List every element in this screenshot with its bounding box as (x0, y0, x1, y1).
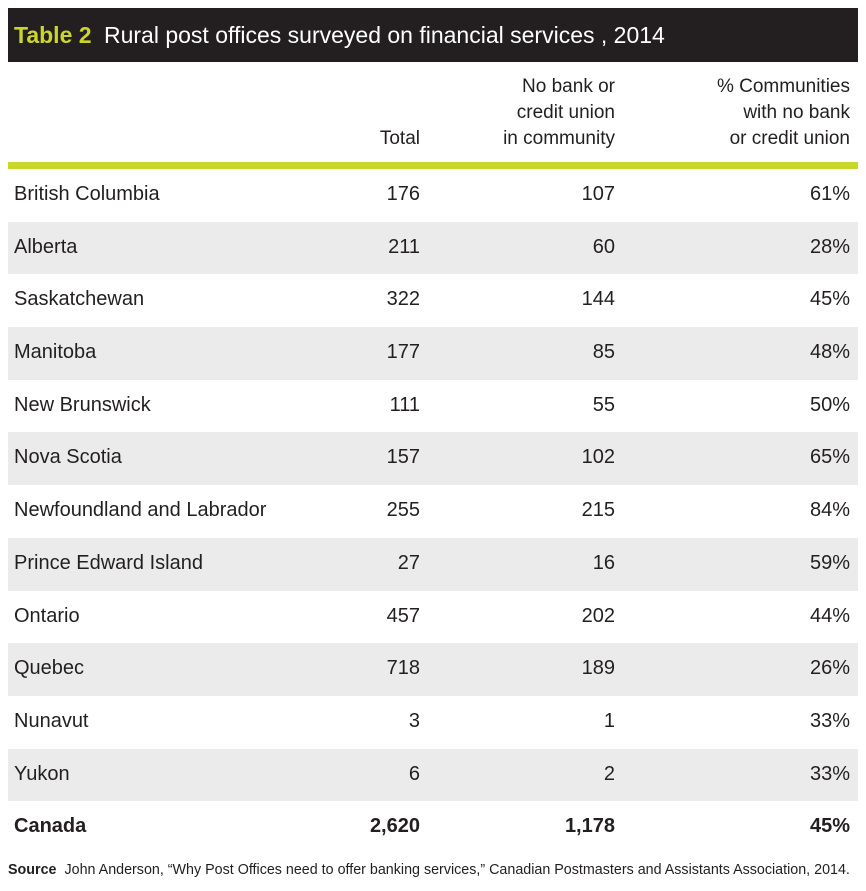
row-label: Quebec (14, 657, 85, 680)
table-row: Nunavut 3 1 33% (8, 696, 858, 749)
header-rule (8, 162, 858, 169)
table-row: Prince Edward Island 27 16 59% (8, 537, 858, 591)
table-row: Alberta 211 60 28% (8, 221, 858, 275)
cell-value: 102 (581, 446, 615, 469)
row-label: Ontario (14, 604, 80, 627)
table-row: Nova Scotia 157 102 65% (8, 432, 858, 486)
table-row: Yukon 6 2 33% (8, 748, 858, 802)
cell-value: 44% (809, 604, 850, 627)
header-line: Total (379, 128, 420, 149)
row-label: British Columbia (14, 183, 160, 205)
cell-value: 6 (408, 762, 420, 785)
cell-value: 59% (809, 551, 850, 574)
cell-value: 48% (809, 341, 850, 364)
cell-value: 33% (809, 709, 850, 732)
table-row: Ontario 457 202 44% (8, 591, 858, 644)
cell-value: 211 (388, 235, 420, 258)
cell-value: 189 (581, 657, 615, 680)
cell-value: 55 (592, 393, 615, 416)
cell-value: 45% (809, 288, 850, 311)
cell-value: 61% (809, 183, 850, 205)
row-label: Prince Edward Island (14, 551, 203, 574)
table-row: Saskatchewan 322 144 45% (8, 274, 858, 327)
header-line: or credit union (729, 128, 850, 149)
cell-value: 84% (809, 499, 850, 522)
table-row: Quebec 718 189 26% (8, 643, 858, 696)
cell-value: 144 (581, 288, 615, 311)
table-title: Rural post offices surveyed on financial… (104, 22, 665, 48)
cell-value: 27 (397, 551, 420, 574)
header-line: with no bank (743, 102, 850, 123)
cell-value: 457 (386, 604, 420, 627)
table-row: Newfoundland and Labrador 255 215 84% (8, 485, 858, 538)
source-note: Source John Anderson, “Why Post Offices n… (8, 862, 850, 878)
cell-value: 1 (603, 709, 615, 732)
table-header: Total No bank or credit union in community%… (8, 62, 858, 162)
cell-value: 16 (592, 551, 615, 574)
cell-value: 45% (809, 815, 850, 838)
header-line: % Communities (716, 76, 850, 97)
table-label: Table 2 (14, 22, 92, 48)
cell-value: 177 (386, 341, 420, 364)
cell-value: 176 (386, 183, 420, 205)
header-line: No bank or (522, 76, 615, 97)
header-line: in community (503, 128, 615, 149)
cell-value: 3 (408, 709, 420, 732)
column-header: % Communities with no bank or credit union (717, 74, 850, 152)
row-label: Newfoundland and Labrador (14, 499, 267, 522)
cell-value: 157 (386, 446, 420, 469)
title-bar: Table 2 Rural post offices surveyed on f… (8, 8, 858, 62)
source-label: Source (8, 862, 57, 878)
row-label: Canada (14, 815, 87, 838)
cell-value: 50% (809, 393, 850, 416)
row-label: Alberta (14, 235, 78, 258)
row-label: Nova Scotia (14, 446, 122, 469)
cell-value: 107 (581, 183, 615, 205)
cell-value: 1,178 (564, 815, 615, 838)
table-row: Canada 2,620 1,178 45% (8, 801, 858, 854)
header-line: credit union (516, 102, 615, 123)
cell-value: 60 (592, 235, 615, 258)
row-label: Yukon (14, 762, 70, 785)
cell-value: 111 (389, 393, 420, 416)
cell-value: 26% (809, 657, 850, 680)
source-text: John Anderson, “Why Post Offices need to… (64, 862, 850, 878)
table-row: New Brunswick 111 55 50% (8, 380, 858, 433)
table-row: Manitoba 177 85 48% (8, 327, 858, 380)
table-row: British Columbia 176 107 61% (8, 169, 858, 222)
cell-value: 322 (386, 288, 420, 311)
column-header: Total (380, 126, 420, 152)
cell-value: 202 (581, 604, 615, 627)
cell-value: 33% (809, 762, 850, 785)
cell-value: 2 (603, 762, 615, 785)
cell-value: 2,620 (369, 815, 420, 838)
row-label: Nunavut (14, 709, 89, 732)
row-label: Manitoba (14, 341, 97, 364)
row-label: Saskatchewan (14, 288, 145, 311)
column-header: No bank or credit union in community (503, 74, 615, 152)
cell-value: 65% (809, 446, 850, 469)
cell-value: 85 (592, 341, 615, 364)
cell-value: 28% (809, 235, 850, 258)
cell-value: 215 (581, 499, 615, 522)
row-label: New Brunswick (14, 393, 151, 416)
cell-value: 255 (386, 499, 420, 522)
cell-value: 718 (386, 657, 420, 680)
table-body: British Columbia 176 107 61% Alberta 211 60 28%… (8, 169, 858, 854)
